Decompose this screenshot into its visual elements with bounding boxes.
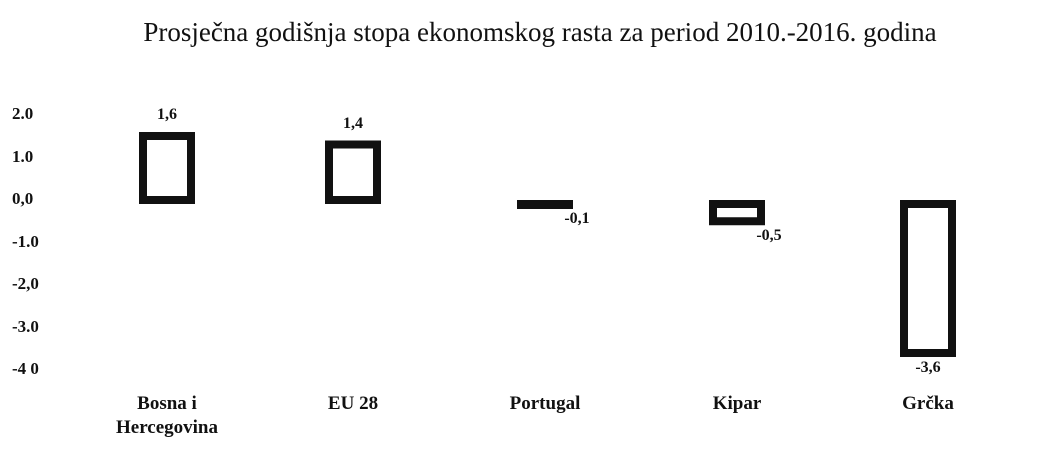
y-tick-label: -4 0: [12, 359, 39, 378]
bar: [517, 200, 573, 209]
y-tick-label: -3.0: [12, 316, 39, 336]
bar: [139, 132, 195, 204]
y-tick-label: 2.0: [12, 104, 34, 123]
chart-title: Prosječna godišnja stopa ekonomskog rast…: [143, 17, 937, 47]
value-label: 1,6: [157, 106, 177, 123]
bar: [709, 200, 765, 226]
y-tick-label: 0,0: [12, 189, 34, 208]
x-tick-label: Bosna i Hercegovina: [115, 393, 218, 438]
y-tick-label: -1.0: [12, 231, 39, 251]
value-label: 1,4: [343, 114, 363, 132]
x-tick-label: EU 28: [327, 393, 379, 414]
y-tick-label: -2,0: [12, 274, 39, 293]
y-tick-label: 1.0: [12, 146, 34, 166]
x-tick-label: Kipar: [712, 393, 762, 414]
x-tick-label: Grčka: [902, 393, 954, 414]
value-label: -0,5: [756, 227, 782, 245]
value-label: -0,1: [564, 210, 590, 228]
value-label: -3,6: [915, 359, 941, 376]
bar: [325, 140, 381, 204]
bar: [900, 200, 956, 357]
x-tick-label: Portugal: [509, 393, 581, 414]
